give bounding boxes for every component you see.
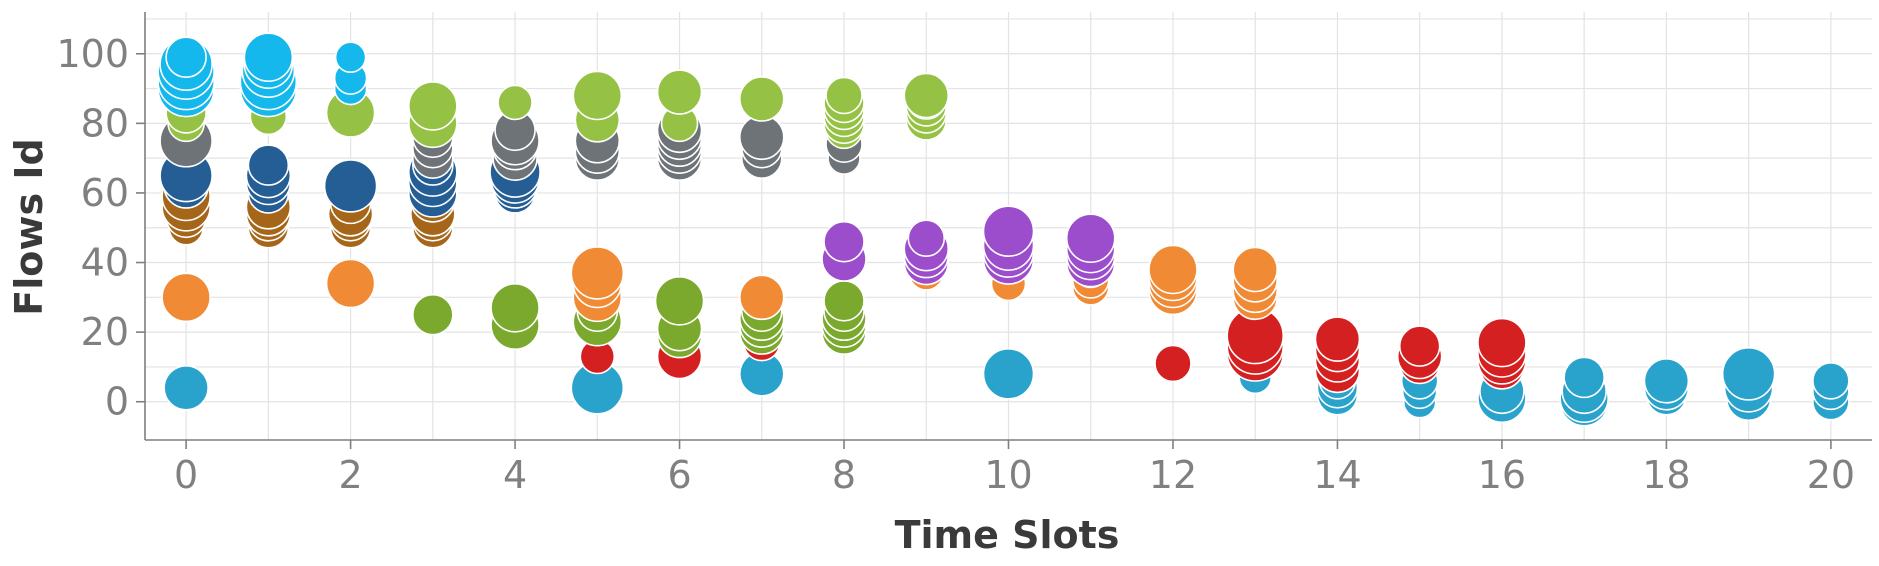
- bubble-flows-80-89-6: [497, 84, 533, 121]
- x-tick-label-10: 10: [984, 453, 1032, 497]
- bubble-flows-70-79-18: [738, 114, 785, 161]
- bubble-flows-30-39-0: [161, 272, 211, 323]
- bubble-flows-40-49-5: [907, 219, 946, 257]
- y-tick-label-40: 40: [81, 241, 129, 285]
- bubble-flows-40-49-1: [823, 220, 865, 263]
- bubble-flows-30-39-1: [325, 258, 376, 309]
- bubble-flows-10-19-10: [1314, 316, 1361, 362]
- bubble-flows-30-39-4: [570, 246, 625, 300]
- bubble-flows-10-19-13: [1398, 325, 1441, 367]
- x-axis-title: Time Slots: [895, 513, 1120, 557]
- bubble-flows-80-89-22: [903, 72, 950, 119]
- bubble-flows-10-19-3: [1154, 344, 1192, 383]
- bubble-flows-30-39-14: [1148, 244, 1198, 295]
- bubble-flows-20-29-0: [412, 293, 454, 336]
- y-tick-label-0: 0: [105, 380, 129, 424]
- bubble-flows-0-9-22: [1721, 347, 1776, 401]
- series-flows-10-19: [579, 306, 1527, 394]
- bubble-flows-80-89-10: [656, 69, 703, 115]
- series-flows-60-69: [159, 144, 541, 218]
- x-tick-label-0: 0: [174, 453, 198, 497]
- bubble-flows-40-49-9: [982, 205, 1035, 258]
- bubble-flows-90-99-12: [334, 41, 367, 74]
- bubble-flows-80-89-17: [825, 76, 863, 115]
- x-tick-label-16: 16: [1478, 453, 1526, 497]
- bubble-flows-80-89-8: [572, 70, 623, 121]
- series-flows-0-9: [163, 347, 1850, 427]
- y-tick-label-80: 80: [81, 101, 129, 145]
- bubble-flows-40-49-13: [1065, 213, 1116, 263]
- bubble-flows-80-89-5: [408, 81, 458, 131]
- y-tick-label-20: 20: [81, 310, 129, 354]
- bubble-flows-30-39-18: [1232, 246, 1279, 293]
- y-tick-label-100: 100: [56, 32, 129, 76]
- bubble-flows-90-99-4: [165, 36, 207, 79]
- x-tick-label-14: 14: [1313, 453, 1361, 497]
- bubble-flows-0-9-16: [1563, 356, 1605, 399]
- bubble-flows-60-69-6: [323, 159, 378, 213]
- x-tick-label-12: 12: [1149, 453, 1197, 497]
- bubble-flows-20-29-2: [490, 282, 540, 333]
- bubble-flows-20-29-7: [654, 276, 705, 326]
- bubble-flows-60-69-5: [247, 144, 290, 186]
- series-flows-20-29: [412, 276, 867, 359]
- bubble-flows-0-9-0: [163, 365, 209, 411]
- x-tick-label-4: 4: [503, 453, 527, 497]
- bubble-flows-20-29-16: [823, 280, 865, 322]
- bubble-flows-0-9-3: [982, 348, 1035, 400]
- x-tick-label-8: 8: [832, 453, 856, 497]
- bubble-flows-80-89-11: [738, 76, 785, 122]
- y-axis-title: Flows Id: [7, 138, 51, 315]
- y-tick-label-60: 60: [81, 171, 129, 215]
- bubble-flows-0-9-25: [1812, 362, 1850, 400]
- bubble-flows-10-19-17: [1477, 317, 1527, 368]
- axes: [136, 12, 1872, 449]
- x-tick-label-2: 2: [339, 453, 363, 497]
- x-tick-label-6: 6: [667, 453, 691, 497]
- data-bubbles: [157, 32, 1850, 427]
- tick-labels: 0 2 4 6 8 10 12 14 16 18 20 0 20 40 60 80 100: [56, 32, 1855, 497]
- series-flows-90-99: [157, 32, 368, 118]
- bubble-flows-30-39-5: [738, 274, 785, 321]
- x-tick-label-20: 20: [1807, 453, 1855, 497]
- bubble-flows-0-9-19: [1643, 358, 1690, 404]
- bubble-flows-90-99-9: [243, 32, 294, 83]
- series-flows-40-49: [821, 205, 1116, 288]
- x-tick-label-18: 18: [1642, 453, 1690, 497]
